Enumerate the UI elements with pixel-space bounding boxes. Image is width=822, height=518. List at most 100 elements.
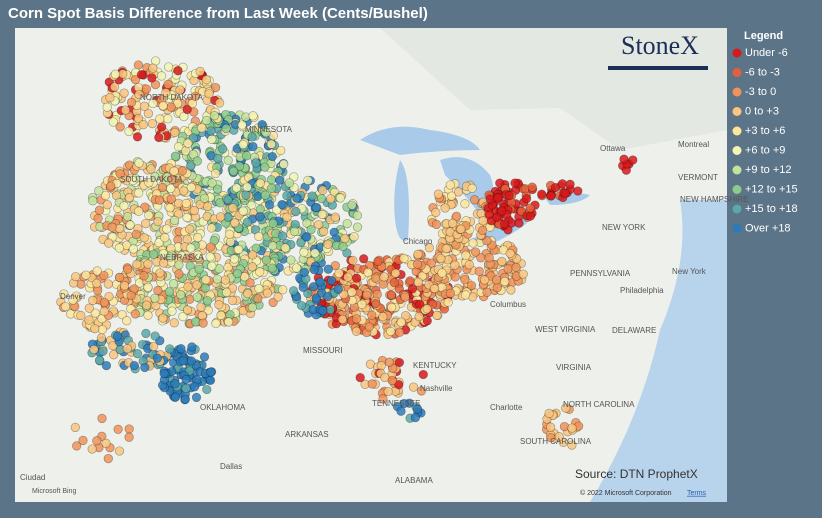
basis-dot: [198, 318, 208, 328]
basis-dot: [302, 218, 312, 228]
place-label: Nashville: [420, 384, 453, 393]
basis-dot: [71, 271, 81, 282]
terms-link[interactable]: Terms: [687, 490, 707, 497]
basis-dot: [192, 156, 202, 166]
basis-dot: [506, 285, 516, 295]
basis-dot: [340, 233, 350, 244]
basis-dot: [521, 194, 532, 204]
basis-dot: [202, 384, 212, 395]
basis-dot: [299, 247, 309, 257]
basis-dot: [172, 98, 183, 109]
basis-dot: [158, 313, 168, 323]
basis-dot: [109, 82, 120, 92]
basis-dot: [619, 154, 629, 164]
basis-dot: [337, 314, 348, 325]
basis-dot: [138, 120, 148, 130]
basis-dot: [193, 250, 203, 260]
basis-dot: [224, 229, 235, 239]
basis-dot: [323, 291, 333, 302]
basis-dot: [565, 179, 575, 189]
basis-dot: [115, 122, 125, 132]
basis-dot: [170, 392, 181, 402]
basis-dot: [134, 206, 144, 216]
basis-dot: [180, 394, 190, 404]
basis-dot: [422, 304, 432, 314]
basis-dot: [108, 117, 118, 127]
place-label: KENTUCKY: [413, 361, 457, 370]
logo-bar: [608, 66, 708, 70]
basis-dot: [407, 284, 418, 294]
basis-dot: [158, 101, 168, 111]
basis-dot: [445, 288, 456, 298]
basis-dot: [311, 202, 321, 213]
basis-dot: [102, 102, 112, 112]
basis-dot: [201, 115, 212, 126]
place-label: Montreal: [678, 140, 709, 149]
basis-dot: [433, 189, 444, 199]
basis-dot: [163, 62, 174, 72]
basis-dot: [154, 132, 164, 143]
basis-dot: [277, 231, 288, 241]
basis-dot: [303, 175, 313, 186]
basis-dot: [359, 254, 369, 264]
basis-dot: [282, 212, 292, 222]
basis-dot: [141, 84, 152, 94]
basis-dot: [347, 287, 357, 297]
basis-dot: [443, 297, 453, 307]
basis-dot: [231, 183, 242, 193]
basis-dot: [323, 239, 333, 249]
basis-dot: [464, 260, 474, 270]
basis-dot: [157, 122, 167, 132]
basis-dot: [260, 162, 270, 172]
basis-dot: [101, 438, 111, 448]
basis-dot: [146, 164, 156, 174]
place-label: NEW YORK: [602, 223, 646, 232]
basis-dot: [525, 211, 536, 221]
basis-dot: [514, 218, 524, 228]
basis-dot: [227, 295, 238, 306]
basis-dot: [170, 151, 181, 161]
basis-dot: [126, 97, 137, 107]
basis-dot: [348, 255, 358, 266]
basis-dot: [169, 215, 180, 226]
basis-dot: [227, 283, 238, 293]
basis-dot: [367, 310, 377, 320]
basis-dot: [166, 183, 176, 194]
place-label: Columbus: [490, 300, 526, 309]
basis-dot: [148, 98, 158, 109]
basis-dot: [302, 232, 312, 242]
basis-dot: [166, 194, 176, 204]
basis-dot: [317, 209, 327, 220]
basis-dot: [199, 193, 210, 203]
basis-dot: [207, 134, 217, 144]
basis-dot: [298, 282, 308, 292]
basis-dot: [132, 259, 142, 269]
basis-dot: [330, 260, 340, 271]
basis-dot: [315, 277, 325, 287]
basis-dot: [247, 250, 258, 260]
logo-text: StoneX: [621, 31, 699, 60]
basis-dot: [278, 285, 288, 295]
basis-dot: [202, 201, 213, 212]
basis-dot: [497, 256, 507, 267]
basis-dot: [114, 272, 125, 283]
basis-dot: [175, 85, 185, 95]
basis-dot: [314, 219, 324, 230]
place-label: Ottawa: [600, 144, 626, 153]
basis-dot: [84, 303, 94, 313]
basis-dot: [179, 186, 189, 196]
basis-dot: [150, 293, 160, 303]
basis-dot: [243, 288, 253, 299]
basis-dot: [186, 161, 196, 171]
basis-dot: [546, 191, 556, 201]
basis-dot: [415, 299, 425, 309]
basis-dot: [450, 272, 460, 282]
dots: [56, 56, 638, 464]
basis-dot: [88, 295, 98, 306]
basis-dot: [339, 289, 349, 300]
basis-dot: [98, 346, 108, 356]
basis-dot: [296, 238, 306, 248]
basis-dot: [147, 73, 157, 83]
basis-dot: [230, 218, 240, 228]
basis-dot: [125, 220, 135, 230]
